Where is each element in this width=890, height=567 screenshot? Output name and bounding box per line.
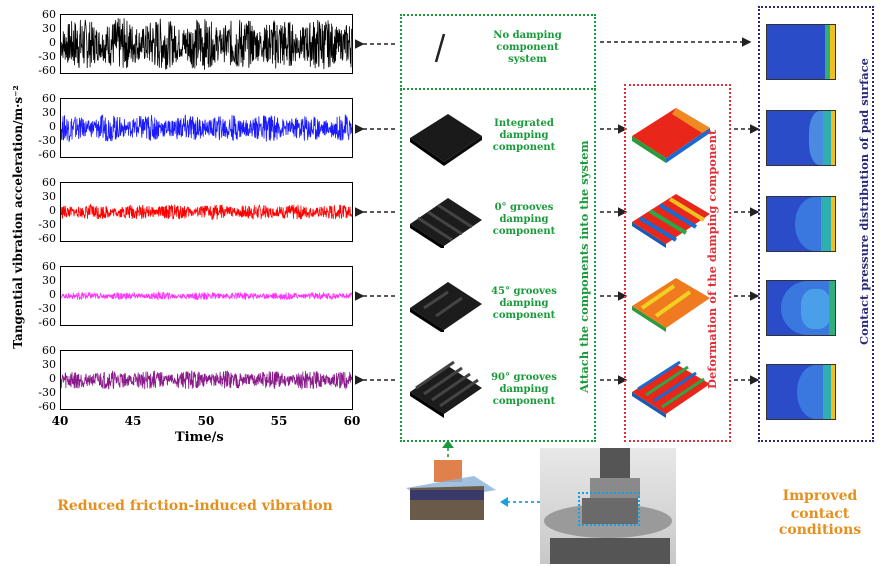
deform-grooves-45: [632, 278, 710, 332]
y-tick-label: -60: [38, 148, 56, 161]
left-arrows: [355, 39, 395, 385]
y-tick-label: 60: [42, 344, 56, 357]
x-tick-40: 40: [51, 414, 69, 428]
y-tick-label: 0: [49, 288, 56, 301]
contact-label: Contact pressure distribution of pad sur…: [857, 58, 871, 345]
blue-arrow: [500, 497, 576, 507]
x-tick-45: 45: [124, 414, 142, 428]
contact-map-integrated: [766, 110, 836, 166]
y-tick-label: 30: [42, 274, 56, 287]
reduced-vibration-label: Reduced friction-induced vibration: [57, 498, 333, 514]
vibration-plot-5: [60, 350, 353, 410]
y-tick-label: -30: [38, 50, 56, 63]
deform-integrated: [632, 108, 710, 163]
test-rig-photo: [540, 448, 676, 564]
vibration-trace-svg: [61, 113, 352, 143]
integrated-label: Integrated damping component: [492, 118, 556, 153]
y-tick-label: -30: [38, 134, 56, 147]
y-tick-label: 30: [42, 358, 56, 371]
contact-map-grooves-0: [766, 196, 836, 252]
series-line-1: [61, 18, 352, 70]
y-tick-label: 0: [49, 372, 56, 385]
y-tick-label: -60: [38, 400, 56, 413]
grooves-0-icon: [410, 198, 482, 248]
y-axis-label: Tangential vibration acceleration/m·s⁻²: [11, 85, 25, 349]
y-tick-label: 0: [49, 120, 56, 133]
grooves-45-label: 45° grooves damping component: [491, 286, 557, 321]
x-tick-60: 60: [343, 414, 361, 428]
grooves-45-icon: [410, 282, 482, 332]
y-tick-label: -30: [38, 386, 56, 399]
y-tick-label: 0: [49, 204, 56, 217]
vibration-trace-svg: [61, 203, 352, 221]
deform-grooves-90: [632, 360, 710, 418]
y-tick-label: 30: [42, 22, 56, 35]
vibration-trace-svg: [61, 370, 352, 390]
y-tick-label: 0: [49, 36, 56, 49]
y-tick-label: -60: [38, 232, 56, 245]
pad-schematic: [406, 440, 496, 520]
attach-label: Attach the components into the system: [577, 140, 591, 393]
y-tick-label: -30: [38, 302, 56, 315]
y-tick-label: -60: [38, 316, 56, 329]
series-line-2: [61, 113, 352, 143]
y-tick-label: -30: [38, 218, 56, 231]
x-axis-label: Time/s: [175, 430, 224, 445]
y-tick-label: 60: [42, 260, 56, 273]
y-tick-label: -60: [38, 64, 56, 77]
grooves-90-label: 90° grooves damping component: [491, 372, 557, 407]
contact-map-no-damping: [766, 24, 836, 80]
contact-map-grooves-90: [766, 364, 836, 420]
components-box: [400, 14, 596, 442]
y-tick-label: 60: [42, 92, 56, 105]
y-tick-label: 30: [42, 190, 56, 203]
deformation-label: Deformation of the damping component: [705, 129, 719, 389]
vibration-plot-1: [60, 14, 353, 74]
deformation-box: [624, 84, 731, 442]
x-tick-50: 50: [197, 414, 215, 428]
no-damping-label: No damping component system: [493, 30, 562, 65]
improved-label-line2: contact conditions: [778, 506, 862, 538]
vibration-trace-svg: [61, 18, 352, 70]
deform-grooves-0: [632, 194, 710, 248]
vibration-plot-4: [60, 266, 353, 326]
contact-box: [758, 6, 874, 442]
components-divider: [400, 88, 596, 90]
y-tick-label: 60: [42, 8, 56, 21]
right-arrows: [734, 124, 760, 385]
no-damping-icon: [434, 33, 446, 63]
y-tick-label: 60: [42, 176, 56, 189]
top-long-arrow: [600, 37, 752, 47]
grooves-90-icon: [410, 360, 482, 418]
integrated-component-icon: [410, 114, 482, 166]
x-tick-55: 55: [270, 414, 288, 428]
y-tick-label: 30: [42, 106, 56, 119]
series-line-4: [61, 290, 352, 301]
series-line-5: [61, 370, 352, 390]
vibration-trace-svg: [61, 290, 352, 301]
vibration-plot-3: [60, 182, 353, 242]
mid-arrows: [600, 124, 628, 385]
grooves-0-label: 0° grooves damping component: [492, 202, 556, 237]
series-line-3: [61, 203, 352, 221]
contact-map-grooves-45: [766, 280, 836, 336]
vibration-plot-2: [60, 98, 353, 158]
improved-label-line1: Improved: [782, 488, 858, 504]
